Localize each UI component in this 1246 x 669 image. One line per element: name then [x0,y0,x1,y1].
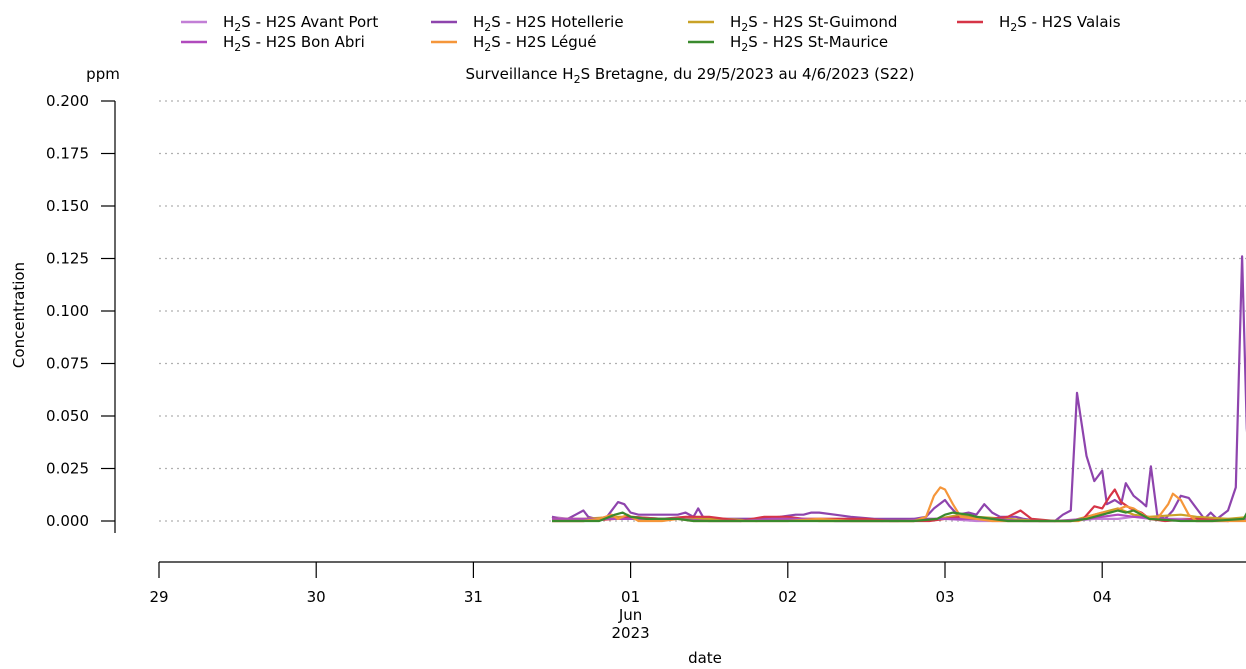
legend-entry: H2S - H2S Valais [999,13,1121,34]
x-tick-label: 01 [621,588,640,606]
grid-lines [159,100,1246,522]
x-tick-label: 03 [935,588,954,606]
y-axis-label: Concentration [10,262,28,368]
legend-entry: H2S - H2S Hotellerie [473,13,624,34]
x-tick-label: 02 [778,588,797,606]
y-tick-label: 0.175 [46,145,89,163]
legend-series-name: H2S St-Maurice [773,33,888,51]
legend-series-name: H2S Bon Abri [266,33,365,51]
plot-area [551,255,1246,523]
y-tick-label: 0.025 [46,460,89,478]
legend-entry: H2S - H2S Bon Abri [223,33,365,54]
chart-title: Surveillance H2S Bretagne, du 29/5/2023 … [466,65,915,86]
x-tick-year-label: 2023 [612,624,650,642]
y-tick-label: 0.150 [46,197,89,215]
x-tick-label: 04 [1093,588,1112,606]
x-axis-label: date [688,649,722,667]
series-line-6 [552,509,1246,523]
legend-series-name: H2S Légué [516,33,597,51]
y-unit-label: ppm [86,65,120,83]
legend-series-name: H2S Avant Port [266,13,379,31]
legend-entry: H2S - H2S St-Guimond [730,13,897,34]
legend-entry: H2S - H2S St-Maurice [730,33,888,54]
x-tick-label: 31 [464,588,483,606]
y-tick-label: 0.000 [46,512,89,530]
legend-entry: H2S - H2S Avant Port [223,13,378,34]
legend-series-name: H2S Valais [1042,13,1121,31]
y-tick-label: 0.075 [46,355,89,373]
legend-entry: H2S - H2S Légué [473,33,596,54]
y-tick-label: 0.125 [46,250,89,268]
y-axis: 0.000 0.025 0.050 0.075 0.100 0.125 0.150 0.175… [46,92,116,533]
legend-series-name: H2S St-Guimond [773,13,898,31]
y-tick-label: 0.200 [46,92,89,110]
series-line-1 [551,255,1246,523]
y-tick-label: 0.100 [46,302,89,320]
y-tick-label: 0.050 [46,407,89,425]
x-tick-label: 29 [149,588,168,606]
x-tick-month-label: Jun [618,606,642,624]
x-tick-label: 30 [307,588,326,606]
legend-series-name: H2S Hotellerie [516,13,624,31]
